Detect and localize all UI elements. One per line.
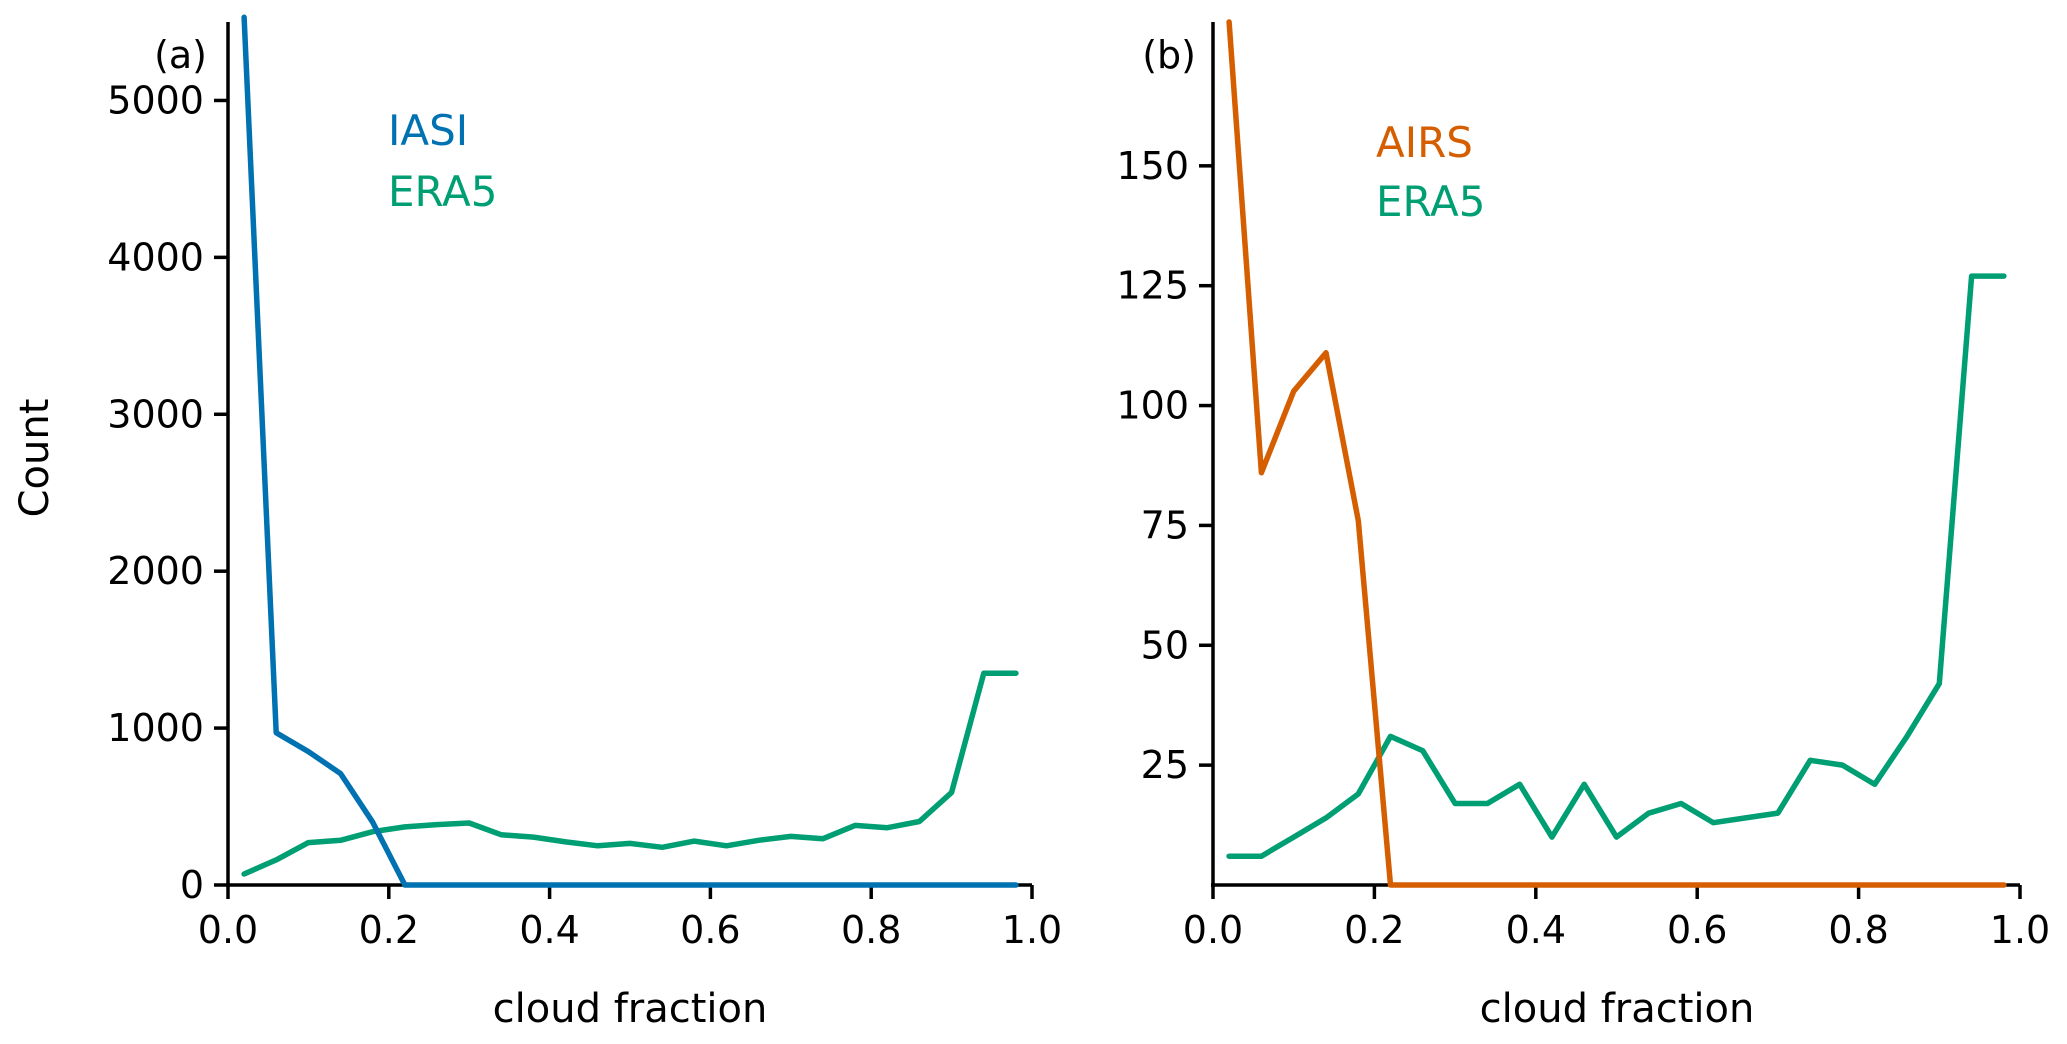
y-tick-label: 50 [1141, 623, 1189, 667]
x-axis-label: cloud fraction [493, 986, 768, 1032]
series-line-iasi [241, 14, 1019, 888]
x-tick-label: 1.0 [1990, 908, 2050, 952]
panel-label-a: (a) [154, 33, 207, 77]
y-tick-label: 2000 [107, 549, 204, 593]
x-tick-label: 1.0 [1002, 908, 1062, 952]
series-line-airs [1226, 19, 2007, 888]
x-tick-label: 0.6 [680, 908, 740, 952]
y-tick-label: 0 [180, 863, 204, 907]
x-tick-label: 0.6 [1667, 908, 1727, 952]
x-tick-label: 0.0 [1183, 908, 1243, 952]
y-tick-label: 125 [1116, 264, 1189, 308]
series-line-era5 [241, 670, 1019, 877]
series-line-era5 [1226, 273, 2007, 859]
y-tick-label: 1000 [107, 706, 204, 750]
y-tick-label: 4000 [107, 235, 204, 279]
y-tick-label: 100 [1116, 384, 1189, 428]
x-tick-label: 0.4 [1506, 908, 1566, 952]
x-tick-label: 0.0 [198, 908, 258, 952]
legend-entry-airs: AIRS [1376, 118, 1473, 167]
panel-b: (b) cloud fraction AIRS ERA5 0.0 0.2 0.4 0.… [1116, 19, 2050, 1032]
y-axis-label: Count [12, 399, 58, 518]
x-tick-label: 0.4 [519, 908, 579, 952]
y-tick-label: 25 [1141, 743, 1189, 787]
legend-entry-iasi: IASI [388, 106, 468, 155]
panel-a: Count (a) cloud fraction IASI ERA5 0.0 0.… [12, 14, 1062, 1032]
x-tick-label: 0.2 [359, 908, 419, 952]
panel-label-b: (b) [1142, 33, 1196, 77]
y-tick-label: 5000 [107, 78, 204, 122]
x-axis-label: cloud fraction [1480, 986, 1755, 1032]
legend-entry-era5: ERA5 [1376, 177, 1485, 226]
legend-entry-era5: ERA5 [388, 167, 497, 216]
x-tick-label: 0.8 [841, 908, 901, 952]
y-tick-label: 3000 [107, 392, 204, 436]
y-tick-label: 75 [1141, 503, 1189, 547]
x-tick-label: 0.8 [1828, 908, 1888, 952]
y-tick-label: 150 [1116, 144, 1189, 188]
x-tick-label: 0.2 [1344, 908, 1404, 952]
